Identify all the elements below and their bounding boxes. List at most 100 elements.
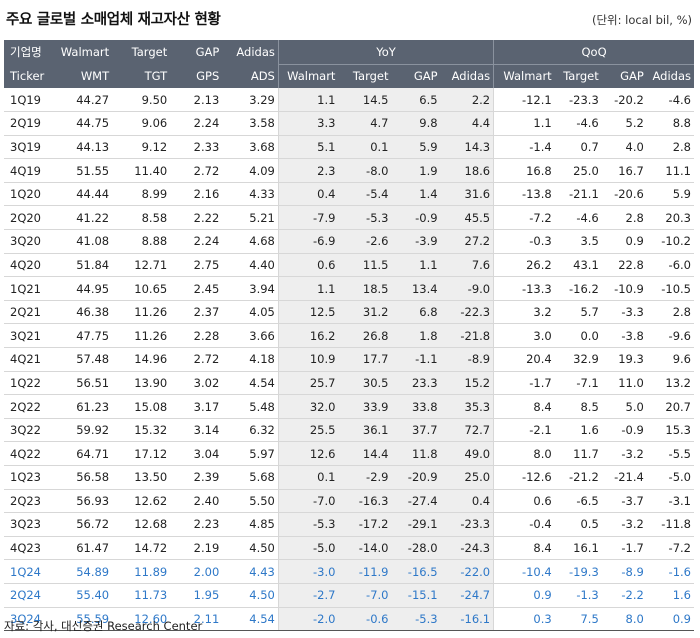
table-row: 2Q22 61.23 15.08 3.17 5.48 32.0 33.9 33.8 35.3 8.… <box>4 394 694 419</box>
value-cell: 1.1 <box>493 111 555 136</box>
value-cell: 0.6 <box>493 489 555 514</box>
value-cell: 20.4 <box>493 347 555 372</box>
value-cell: 47.75 <box>56 323 113 349</box>
quarter-cell: 4Q22 <box>4 441 57 466</box>
value-cell: 2.16 <box>170 182 223 207</box>
quarter-cell: 4Q21 <box>4 347 57 372</box>
value-cell: 5.7 <box>554 300 602 325</box>
value-cell: -0.4 <box>493 512 555 537</box>
value-cell: 14.3 <box>440 135 494 160</box>
value-cell: -16.5 <box>391 559 441 584</box>
table-row: 4Q21 57.48 14.96 2.72 4.18 10.9 17.7 -1.1 -8.9 20… <box>4 347 694 372</box>
value-cell: 1.95 <box>170 583 223 608</box>
value-cell: -17.2 <box>338 512 392 537</box>
value-cell: 11.73 <box>112 583 171 608</box>
value-cell: 10.65 <box>112 276 171 301</box>
value-cell: -16.3 <box>338 489 392 514</box>
value-cell: 54.89 <box>56 559 113 584</box>
value-cell: 0.1 <box>277 465 339 490</box>
table-row: 2Q21 46.38 11.26 2.37 4.05 12.5 31.2 6.8 -22.3 3.… <box>4 300 694 325</box>
value-cell: 16.8 <box>493 158 555 183</box>
value-cell: 3.58 <box>222 111 279 136</box>
value-cell: 23.3 <box>391 371 441 396</box>
header-cell: Target <box>554 64 602 88</box>
value-cell: 15.3 <box>646 418 694 443</box>
value-cell: -1.7 <box>601 536 647 561</box>
value-cell: -27.4 <box>391 489 441 514</box>
value-cell: -19.3 <box>554 559 602 584</box>
value-cell: 35.3 <box>440 394 494 419</box>
value-cell: 0.0 <box>554 323 602 349</box>
value-cell: 61.47 <box>56 536 113 561</box>
value-cell: 2.37 <box>170 300 223 325</box>
table-row: 1Q19 44.27 9.50 2.13 3.29 1.1 14.5 6.5 2.2 -12.1-… <box>4 88 694 113</box>
value-cell: 55.59 <box>56 607 113 632</box>
value-cell: 9.6 <box>646 347 694 372</box>
header-cell: Walmart <box>56 40 113 64</box>
value-cell: 7.5 <box>554 607 602 632</box>
value-cell: 41.08 <box>56 229 113 254</box>
table-row: 1Q23 56.58 13.50 2.39 5.68 0.1 -2.9 -20.9 25.0 -1… <box>4 465 694 490</box>
quarter-cell: 4Q23 <box>4 536 57 561</box>
table-row: 1Q24 54.89 11.89 2.00 4.43 -3.0 -11.9 -16.5 -22.… <box>4 559 694 584</box>
value-cell: 17.12 <box>112 441 171 466</box>
value-cell: 3.2 <box>493 300 555 325</box>
value-cell: 8.58 <box>112 205 171 231</box>
value-cell: -4.6 <box>554 205 602 231</box>
value-cell: -20.9 <box>391 465 441 490</box>
value-cell: 14.4 <box>338 441 392 466</box>
header-cell: Target <box>338 64 392 88</box>
table-row: 3Q22 59.92 15.32 3.14 6.32 25.5 36.1 37.7 72.7 -2… <box>4 418 694 443</box>
value-cell: 56.58 <box>56 465 113 490</box>
value-cell: 5.21 <box>222 205 279 231</box>
value-cell: 4.54 <box>222 371 279 396</box>
value-cell: -8.9 <box>601 559 647 584</box>
value-cell: -9.0 <box>440 276 494 301</box>
table-row: 4Q23 61.47 14.72 2.19 4.50 -5.0 -14.0 -28.0 -24.… <box>4 536 694 561</box>
value-cell: -22.3 <box>440 300 494 325</box>
header-cell: Adidas <box>646 64 694 88</box>
value-cell: -7.2 <box>646 536 694 561</box>
value-cell: -7.0 <box>277 489 339 514</box>
header-group-yoy: YoY <box>277 40 494 65</box>
value-cell: 0.3 <box>493 607 555 632</box>
table-row: 3Q23 56.72 12.68 2.23 4.85 -5.3 -17.2 -29.1 -23.… <box>4 512 694 537</box>
value-cell: 11.7 <box>554 441 602 466</box>
value-cell: -6.9 <box>277 229 339 254</box>
value-cell: -16.1 <box>440 607 494 632</box>
value-cell: -4.6 <box>646 88 694 113</box>
table-row: 3Q20 41.08 8.88 2.24 4.68 -6.9 -2.6 -3.9 27.2 -0.… <box>4 229 694 254</box>
value-cell: 61.23 <box>56 394 113 419</box>
value-cell: -5.0 <box>646 465 694 490</box>
value-cell: 25.0 <box>440 465 494 490</box>
value-cell: -7.1 <box>554 371 602 396</box>
value-cell: 11.0 <box>601 371 647 396</box>
value-cell: -0.9 <box>601 418 647 443</box>
header-cell: Target <box>112 40 171 64</box>
value-cell: 4.7 <box>338 111 392 136</box>
value-cell: 4.50 <box>222 583 279 608</box>
header-cell: 기업명 <box>4 40 57 64</box>
value-cell: 2.28 <box>170 323 223 349</box>
value-cell: 13.90 <box>112 371 171 396</box>
value-cell: 3.14 <box>170 418 223 443</box>
value-cell: 2.72 <box>170 158 223 183</box>
value-cell: -7.9 <box>277 205 339 231</box>
value-cell: 15.08 <box>112 394 171 419</box>
quarter-cell: 2Q24 <box>4 583 57 608</box>
value-cell: 51.55 <box>56 158 113 183</box>
value-cell: 0.5 <box>554 512 602 537</box>
value-cell: 5.50 <box>222 489 279 514</box>
value-cell: 1.1 <box>277 88 339 113</box>
value-cell: 3.0 <box>493 323 555 349</box>
value-cell: 6.8 <box>391 300 441 325</box>
table-row: 1Q20 44.44 8.99 2.16 4.33 0.4 -5.4 1.4 31.6 -13.8… <box>4 182 694 207</box>
value-cell: 2.40 <box>170 489 223 514</box>
table-row: 1Q21 44.95 10.65 2.45 3.94 1.1 18.5 13.4 -9.0 -13… <box>4 276 694 301</box>
header-cell: GPS <box>170 64 223 88</box>
value-cell: 2.3 <box>277 158 339 183</box>
value-cell: 7.6 <box>440 253 494 278</box>
value-cell: 8.8 <box>646 111 694 136</box>
value-cell: -23.3 <box>554 88 602 113</box>
quarter-cell: 3Q19 <box>4 135 57 160</box>
